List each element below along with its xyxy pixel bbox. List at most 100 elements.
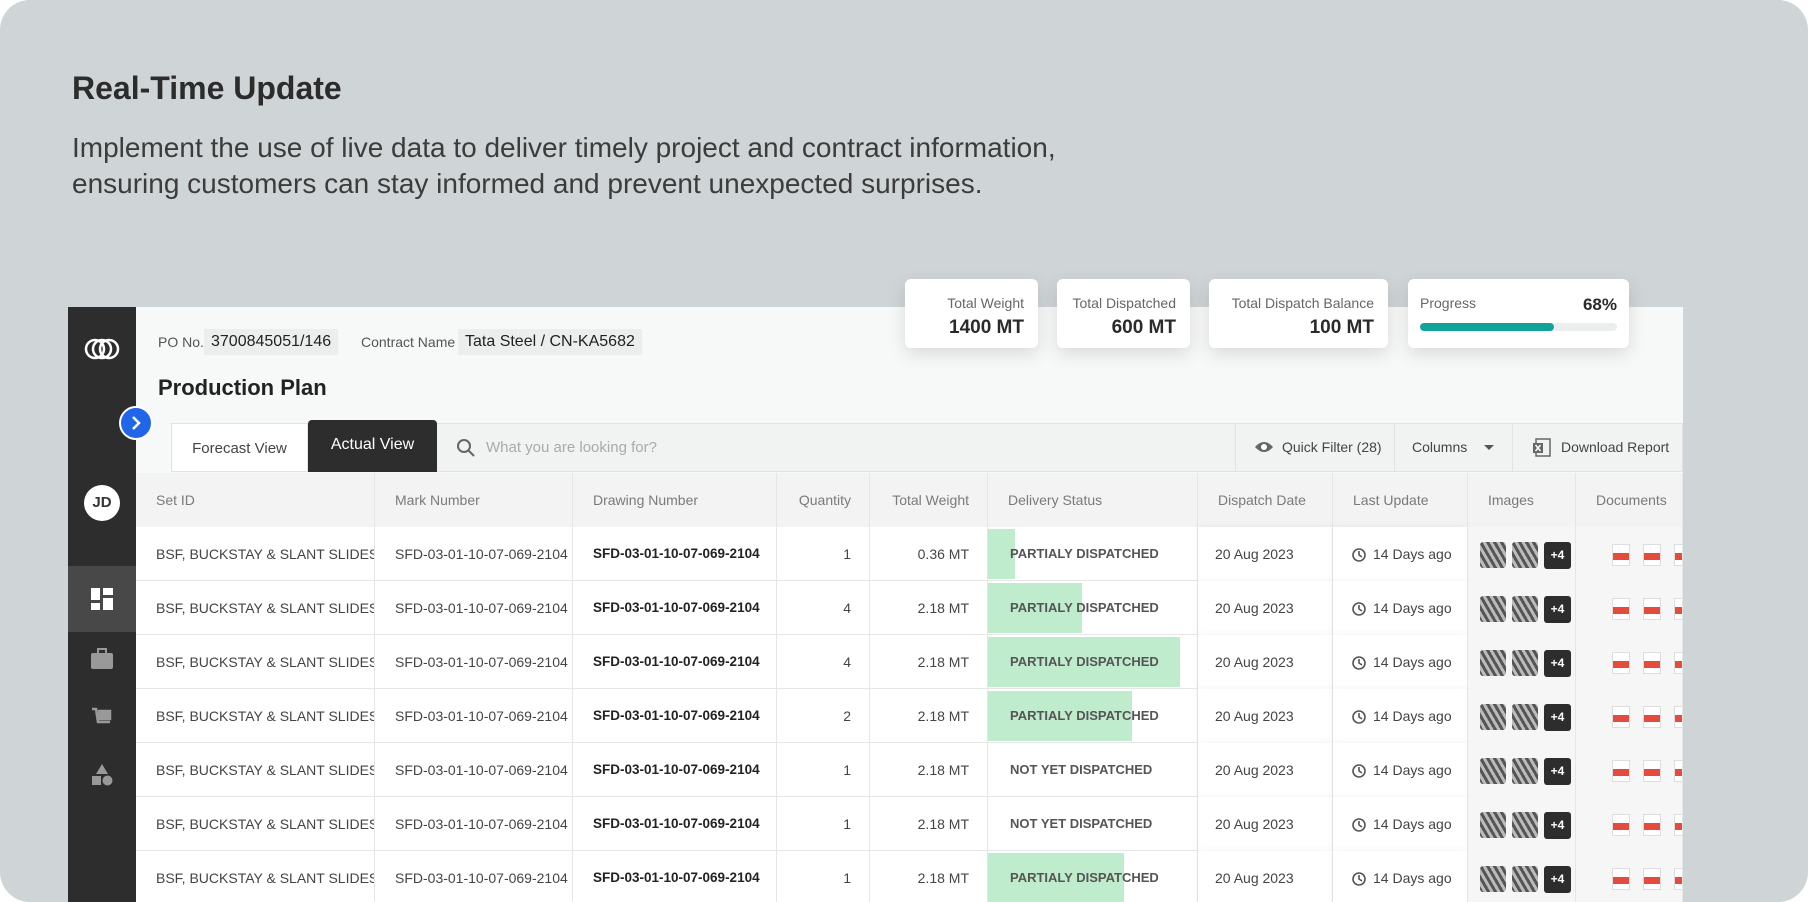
data-table: Set ID Mark Number Drawing Number Quantity T… — [136, 473, 1683, 902]
table-row: BSF, BUCKSTAY & SLANT SLIDES SFD-03-01-10… — [136, 635, 1683, 689]
cell: 20 Aug 2023 — [1198, 635, 1333, 689]
progress-fill — [1420, 323, 1554, 331]
status-text: PARTIALY DISPATCHED — [1010, 600, 1159, 615]
nav-dashboard[interactable] — [90, 587, 114, 611]
avatar[interactable]: JD — [84, 485, 120, 521]
documents-cell — [1576, 689, 1683, 743]
nav-briefcase[interactable] — [90, 647, 114, 671]
cell: SFD-03-01-10-07-069-2104 — [375, 635, 573, 689]
pdf-icon — [1643, 814, 1661, 837]
pdf-icon — [1612, 652, 1630, 675]
cell: 2.18 MT — [870, 689, 988, 743]
caret — [1484, 445, 1494, 450]
progress-value: 68% — [1582, 295, 1617, 314]
last-update: 14 Days ago — [1373, 816, 1452, 832]
update-cell: 14 Days ago — [1333, 797, 1468, 851]
cell: SFD-03-01-10-07-069-2104 — [573, 797, 777, 851]
last-update: 14 Days ago — [1373, 870, 1452, 886]
pdf-icon — [1643, 760, 1661, 783]
thumbnail — [1480, 812, 1506, 839]
column-header: Mark Number — [375, 473, 573, 527]
status-bar — [988, 691, 1133, 741]
cell: 2.18 MT — [870, 635, 988, 689]
status-bar — [988, 583, 1083, 633]
status-text: PARTIALY DISPATCHED — [1010, 708, 1159, 723]
table-row: BSF, BUCKSTAY & SLANT SLIDES SFD-03-01-10… — [136, 797, 1683, 851]
table-row: BSF, BUCKSTAY & SLANT SLIDES SFD-03-01-10… — [136, 743, 1683, 797]
cell: SFD-03-01-10-07-069-2104 — [375, 527, 573, 581]
cell: 1 — [777, 797, 870, 851]
columns-menu[interactable]: Columns — [1394, 423, 1512, 472]
stat-value: 100 MT — [1309, 317, 1374, 338]
sidebar-toggle[interactable] — [119, 406, 153, 440]
title: Real-Time Update — [72, 70, 342, 106]
cell: SFD-03-01-10-07-069-2104 — [573, 635, 777, 689]
sidebar: JD — [68, 307, 136, 902]
tab-active[interactable]: Actual View — [308, 420, 437, 472]
images-cell: +4 — [1468, 743, 1576, 797]
contract-value: Tata Steel / CN-KA5682 — [458, 329, 642, 355]
cell: SFD-03-01-10-07-069-2104 — [375, 743, 573, 797]
column-header: Dispatch Date — [1198, 473, 1333, 527]
update-cell: 14 Days ago — [1333, 527, 1468, 581]
history-icon — [1352, 656, 1366, 671]
nav-shapes[interactable] — [90, 763, 114, 787]
table-header: Set ID Mark Number Drawing Number Quantity T… — [136, 473, 1683, 527]
images-cell: +4 — [1468, 797, 1576, 851]
tab[interactable]: Forecast View — [171, 423, 308, 472]
history-icon — [1352, 818, 1366, 833]
thumbnail — [1512, 758, 1538, 785]
search-input[interactable]: What you are looking for? — [486, 439, 657, 456]
status-text: PARTIALY DISPATCHED — [1010, 870, 1159, 885]
cell: 20 Aug 2023 — [1198, 851, 1333, 902]
cell: BSF, BUCKSTAY & SLANT SLIDES — [136, 635, 375, 689]
cell: 2.18 MT — [870, 581, 988, 635]
status-text: PARTIALY DISPATCHED — [1010, 546, 1159, 561]
column-header: Quantity — [777, 473, 870, 527]
columns-label: Columns — [1412, 439, 1468, 455]
cell: 1 — [777, 851, 870, 902]
pdf-icon — [1612, 868, 1630, 891]
documents-cell — [1576, 527, 1683, 581]
cell: 2 — [777, 689, 870, 743]
nav-cart[interactable] — [90, 705, 114, 729]
pdf-icon — [1674, 868, 1682, 891]
status-cell: PARTIALY DISPATCHED — [988, 689, 1198, 743]
cell: SFD-03-01-10-07-069-2104 — [573, 743, 777, 797]
cell: SFD-03-01-10-07-069-2104 — [573, 851, 777, 902]
column-header: Documents — [1576, 473, 1683, 527]
stat-label: Total Dispatch Balance — [1231, 295, 1374, 311]
thumbnail — [1512, 866, 1538, 893]
thumbnail — [1480, 866, 1506, 893]
history-icon — [1352, 872, 1366, 887]
column-header: Drawing Number — [573, 473, 777, 527]
last-update: 14 Days ago — [1373, 708, 1452, 724]
update-cell: 14 Days ago — [1333, 581, 1468, 635]
page-title: Production Plan — [158, 375, 327, 400]
column-header: Images — [1468, 473, 1576, 527]
cell: BSF, BUCKSTAY & SLANT SLIDES — [136, 527, 375, 581]
documents-cell — [1576, 581, 1683, 635]
pdf-icon — [1643, 544, 1661, 567]
more-images: +4 — [1544, 811, 1571, 839]
status-cell: PARTIALY DISPATCHED — [988, 527, 1198, 581]
download-report[interactable]: Download Report — [1512, 423, 1683, 472]
thumbnail — [1480, 704, 1506, 731]
images-cell: +4 — [1468, 689, 1576, 743]
pdf-icon — [1643, 868, 1661, 891]
images-cell: +4 — [1468, 851, 1576, 902]
history-icon — [1352, 764, 1366, 779]
pdf-icon — [1612, 706, 1630, 729]
stat-value: 600 MT — [1111, 317, 1176, 338]
cell: 20 Aug 2023 — [1198, 689, 1333, 743]
pdf-icon — [1674, 598, 1682, 621]
cell: SFD-03-01-10-07-069-2104 — [573, 581, 777, 635]
status-bar — [988, 637, 1181, 687]
po-label: PO No. — [158, 334, 204, 350]
thumbnail — [1512, 812, 1538, 839]
images-cell: +4 — [1468, 635, 1576, 689]
status-cell: PARTIALY DISPATCHED — [988, 851, 1198, 902]
quick-filter[interactable]: Quick Filter (28) — [1235, 423, 1394, 472]
status-text: NOT YET DISPATCHED — [1010, 816, 1153, 831]
cell: 20 Aug 2023 — [1198, 527, 1333, 581]
